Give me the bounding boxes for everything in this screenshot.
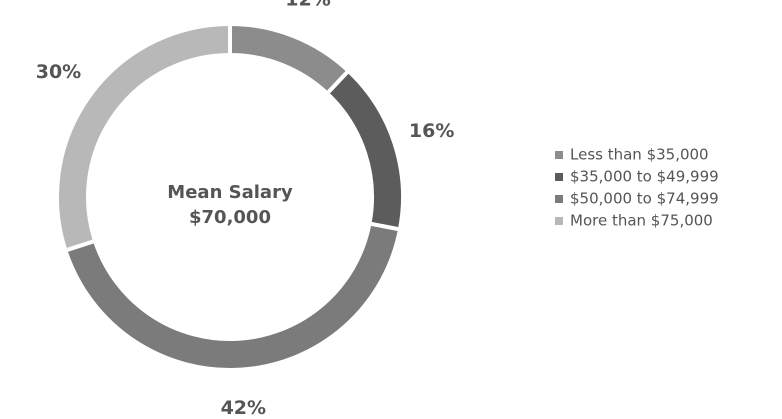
donut-segment (228, 21, 352, 97)
donut-segment (62, 221, 403, 372)
donut-segment (324, 68, 405, 232)
legend-label: Less than $35,000 (570, 146, 709, 164)
legend-swatch (555, 173, 563, 181)
legend-swatch (555, 195, 563, 203)
data-label: 12% (285, 0, 330, 10)
data-label: 42% (221, 397, 266, 419)
legend-label: $50,000 to $74,999 (570, 190, 719, 208)
legend-label: More than $75,000 (570, 212, 713, 230)
data-label: 30% (36, 61, 81, 83)
legend-swatch (555, 217, 563, 225)
data-label: 16% (409, 120, 454, 142)
center-value: $70,000 (189, 207, 271, 228)
legend-swatch (555, 151, 563, 159)
center-label: Mean Salary (167, 182, 293, 203)
donut-segment (55, 21, 232, 253)
legend-label: $35,000 to $49,999 (570, 168, 719, 186)
